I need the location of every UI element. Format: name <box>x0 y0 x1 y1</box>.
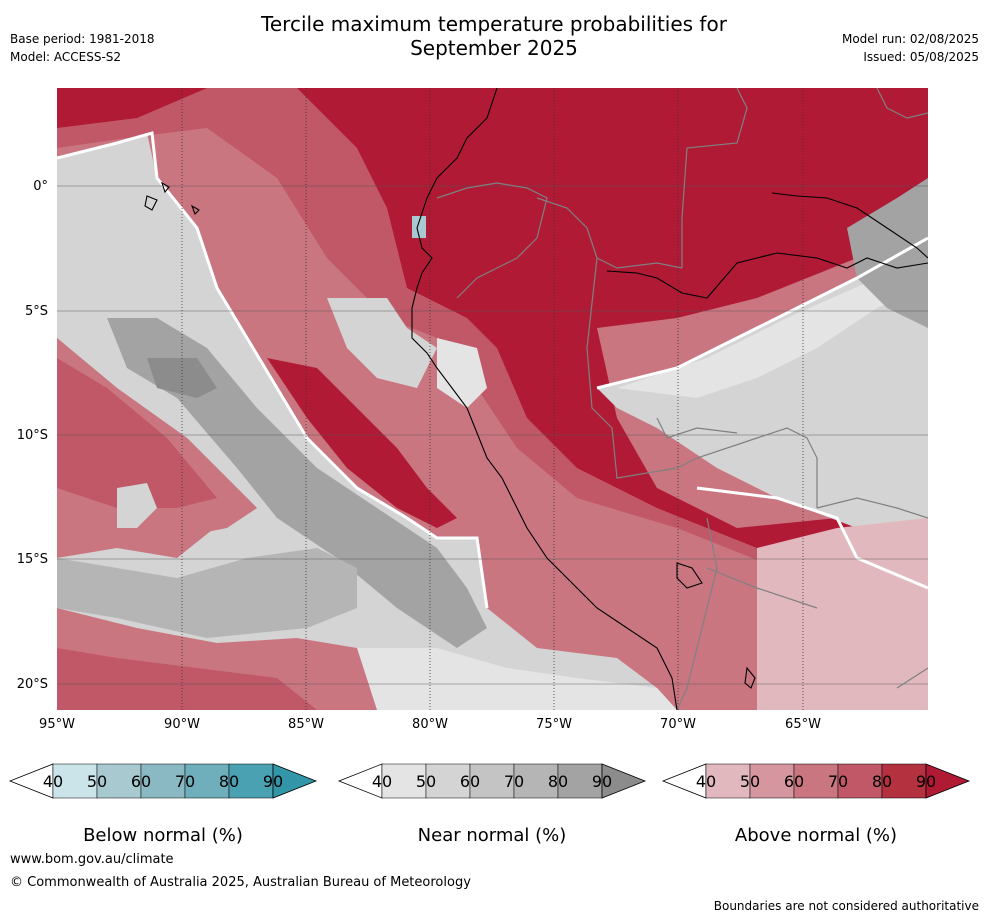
near-normal-ocean-dark <box>107 318 487 648</box>
near-normal-ocean-darker <box>147 358 217 398</box>
white-contour-west <box>57 131 489 609</box>
near-normal-east-dark <box>847 178 928 328</box>
lon-label-75w: 75°W <box>536 717 572 732</box>
country-borders <box>436 88 928 710</box>
model-run: Model run: 02/08/2025 <box>841 32 979 46</box>
footer-disclaimer: Boundaries are not considered authoritat… <box>713 899 979 913</box>
above-normal-west-70 <box>57 358 217 508</box>
colorbar-below-normal <box>8 763 318 799</box>
colorbar-segment <box>705 763 751 799</box>
colorbar-tick-label: 50 <box>415 772 437 791</box>
colorbar-arrow-right <box>272 763 318 799</box>
colorbar-tick-label: 50 <box>739 772 761 791</box>
gridlines <box>57 88 928 710</box>
title-line-2: September 2025 <box>410 36 578 60</box>
above-normal-central-tongue <box>267 358 457 528</box>
lat-label-0: 0° <box>33 179 48 194</box>
lon-label-95w: 95°W <box>39 717 75 732</box>
meta-left: Base period: 1981-2018 Model: ACCESS-S2 <box>10 30 155 66</box>
colorbar-near-normal <box>337 763 647 799</box>
colorbar-segment <box>425 763 471 799</box>
white-contour-southeast <box>696 486 928 590</box>
colorbar-segment <box>96 763 142 799</box>
colorbar-tick-label: 40 <box>371 772 393 791</box>
lon-label-80w: 80°W <box>412 717 448 732</box>
colorbars <box>8 763 971 799</box>
colorbar-segment <box>837 763 883 799</box>
below-normal-patch <box>412 216 426 238</box>
colorbar-tick-label: 90 <box>915 772 937 791</box>
colorbar-tick-label: 70 <box>827 772 849 791</box>
colorbar-tick-label: 90 <box>262 772 284 791</box>
colorbar-tick-label: 60 <box>459 772 481 791</box>
colorbar-segment <box>557 763 603 799</box>
colorbar-tick-label: 80 <box>547 772 569 791</box>
colorbar-tick-label: 70 <box>503 772 525 791</box>
lon-label-90w: 90°W <box>164 717 200 732</box>
colorbar-tick-label: 80 <box>871 772 893 791</box>
near-normal-ocean-60 <box>57 548 357 638</box>
probability-map <box>57 88 928 710</box>
colorbar-segment <box>52 763 98 799</box>
colorbar-tick-label: 60 <box>783 772 805 791</box>
near-normal-coast-patch-2 <box>437 338 487 408</box>
colorbar-tick-label: 60 <box>130 772 152 791</box>
colorbar-segment <box>749 763 795 799</box>
colorbar-tick-label: 90 <box>591 772 613 791</box>
colorbar-title: Above normal (%) <box>734 825 898 846</box>
colorbar-above-normal <box>661 763 971 799</box>
lon-label-70w: 70°W <box>660 717 696 732</box>
footer-url: www.bom.gov.au/climate <box>10 852 174 867</box>
title-line-1: Tercile maximum temperature probabilitie… <box>261 12 727 36</box>
coastline <box>144 88 928 710</box>
white-contour-east <box>596 236 928 390</box>
colorbar-segment <box>513 763 559 799</box>
colorbar-tick-label: 70 <box>174 772 196 791</box>
colorbar-tick-label: 40 <box>695 772 717 791</box>
chart-title: Tercile maximum temperature probabilitie… <box>0 12 988 60</box>
lat-label-10s: 10°S <box>16 428 48 443</box>
colorbar-segment <box>140 763 186 799</box>
near-normal-west-spot <box>117 483 157 528</box>
near-normal-east-light <box>617 258 928 398</box>
above-normal-southwest-dark <box>57 648 317 710</box>
footer-copyright: © Commonwealth of Australia 2025, Austra… <box>10 875 471 890</box>
lat-label-15s: 15°S <box>16 552 48 567</box>
colorbar-segment <box>793 763 839 799</box>
colorbar-arrow-right <box>601 763 647 799</box>
colorbar-tick-label: 40 <box>42 772 64 791</box>
colorbar-segment <box>881 763 927 799</box>
lon-label-85w: 85°W <box>288 717 324 732</box>
colorbar-title: Near normal (%) <box>417 825 567 846</box>
colorbar-title: Below normal (%) <box>83 825 243 846</box>
near-normal-ocean-south-light <box>357 648 677 710</box>
lat-label-20s: 20°S <box>16 677 48 692</box>
near-normal-coast-patch <box>327 298 437 388</box>
colorbar-tick-label: 50 <box>86 772 108 791</box>
lon-label-65w: 65°W <box>785 717 821 732</box>
colorbar-tick-label: 80 <box>218 772 240 791</box>
colorbar-segment <box>184 763 230 799</box>
meta-right: Model run: 02/08/2025 Issued: 05/08/2025 <box>842 30 979 66</box>
model-name: Model: ACCESS-S2 <box>10 50 122 64</box>
above-normal-southeast-50 <box>757 518 928 710</box>
lat-label-5s: 5°S <box>24 304 48 319</box>
issued-date: Issued: 05/08/2025 <box>863 50 979 64</box>
colorbar-arrow-right <box>925 763 971 799</box>
base-period: Base period: 1981-2018 <box>10 32 155 46</box>
